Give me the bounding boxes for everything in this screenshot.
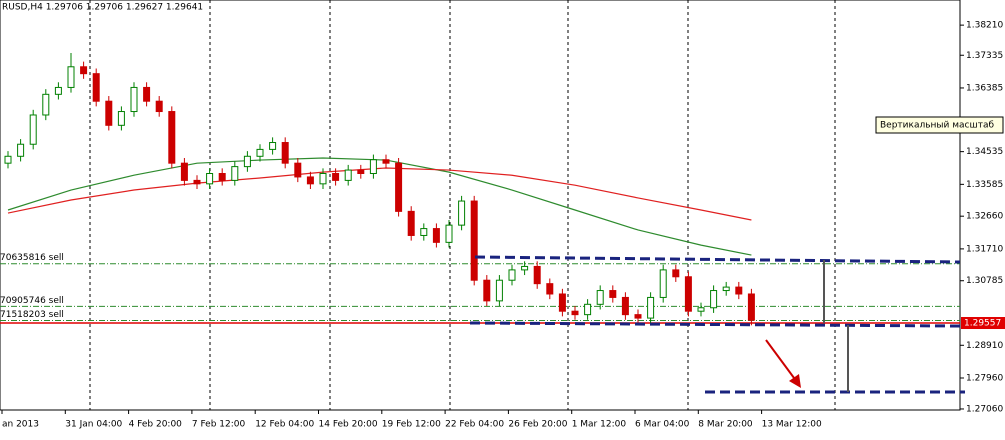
candle-body — [218, 173, 226, 181]
plot-frame — [0, 0, 961, 411]
candle-body — [80, 66, 88, 75]
candle-body — [571, 310, 579, 316]
candle-body — [155, 100, 163, 113]
y-tick-label: 1.31710 — [966, 244, 1003, 254]
candle-body — [458, 200, 466, 226]
candle-body — [42, 93, 50, 116]
y-tick-label: 1.34535 — [966, 147, 1003, 157]
data-layer: 70635816 sell 70905746 sell 71518203 sell — [0, 53, 960, 326]
current-price-box — [961, 317, 1005, 330]
candle-body — [609, 290, 617, 298]
candle-body — [445, 224, 453, 243]
candle-body — [508, 269, 516, 281]
candle-body — [735, 286, 743, 295]
y-tick-label: 1.38210 — [966, 21, 1003, 31]
candle-body — [180, 162, 188, 181]
candle-body — [105, 100, 113, 126]
candle-body — [407, 210, 415, 236]
candle-body — [29, 114, 37, 145]
candle-body — [306, 176, 314, 185]
candle-body — [193, 179, 201, 185]
candle-body — [143, 86, 151, 102]
candle-body — [521, 265, 529, 271]
candle-body — [684, 276, 692, 312]
candle-body — [747, 293, 755, 321]
candle-body — [17, 143, 25, 157]
candle-body — [92, 73, 100, 102]
candle-body — [395, 162, 403, 212]
y-tick-label: 1.27060 — [966, 404, 1003, 414]
x-tick-label: 31 Jan 04:00 — [65, 420, 122, 430]
candle-body — [269, 142, 277, 150]
x-tick-label: 12 Feb 04:00 — [255, 420, 314, 430]
candle-body — [495, 279, 503, 302]
x-tick-label: 8 Mar 20:00 — [698, 420, 753, 430]
candle-body — [294, 162, 302, 178]
period-separators — [89, 0, 836, 410]
y-tick-label: 1.33585 — [966, 180, 1003, 190]
candle-body — [168, 111, 176, 164]
candle-body — [621, 296, 629, 316]
candle-body — [130, 86, 138, 113]
candle-body — [584, 303, 592, 316]
x-tick-label: 13 Mar 12:00 — [762, 420, 822, 430]
candle-body — [4, 155, 12, 164]
y-tick-label: 1.32660 — [966, 212, 1003, 222]
candle-body — [206, 173, 214, 185]
x-tick-label: 26 Feb 20:00 — [508, 420, 567, 430]
y-tick-label: 1.30785 — [966, 276, 1003, 286]
candle-body — [722, 286, 730, 292]
x-tick-label: 7 Feb 12:00 — [192, 420, 246, 430]
y-tick-label: 1.37335 — [966, 51, 1003, 61]
order-label: 71518203 sell — [0, 310, 64, 320]
candle-body — [420, 228, 428, 236]
candle-body — [332, 173, 340, 181]
symbol-title: RUSD,H4 1.29706 1.29706 1.29627 1.29641 — [2, 3, 203, 13]
tooltip-box — [875, 116, 1004, 134]
candle-body — [344, 169, 352, 181]
candle-body — [483, 279, 491, 302]
y-tick-label: 1.28910 — [966, 341, 1003, 351]
x-tick-label: 4 Feb 20:00 — [129, 420, 183, 430]
y-tick-label: 1.27960 — [966, 373, 1003, 383]
candle-body — [546, 283, 554, 295]
order-label: 70635816 sell — [0, 253, 64, 263]
candle-body — [672, 269, 680, 278]
current-price-label: 1.29557 — [964, 319, 1001, 329]
x-tick-label: 22 Feb 04:00 — [445, 420, 504, 430]
x-tick-label: an 2013 — [2, 420, 39, 430]
x-tick-label: 19 Feb 12:00 — [382, 420, 441, 430]
candle-body — [533, 265, 541, 285]
candle-body — [117, 111, 125, 126]
candle-body — [596, 290, 604, 305]
candle-body — [470, 200, 478, 281]
candle-body — [697, 307, 705, 312]
candle-body — [647, 296, 655, 319]
candle-body — [231, 166, 239, 181]
candle-body — [67, 66, 75, 88]
candle-body — [243, 155, 251, 168]
candle-body — [281, 142, 289, 164]
candle-body — [256, 148, 264, 157]
candle-body — [558, 293, 566, 312]
candle-body — [357, 169, 365, 175]
candle-body — [54, 86, 62, 95]
candle-body — [319, 173, 327, 185]
y-tick-label: 1.36385 — [966, 83, 1003, 93]
candle-body — [432, 228, 440, 243]
candle-body — [382, 159, 390, 164]
candle-body — [659, 269, 667, 298]
candle-body — [710, 290, 718, 309]
annotations — [469, 255, 965, 394]
order-label: 70905746 sell — [0, 296, 64, 306]
x-tick-label: 14 Feb 20:00 — [319, 420, 378, 430]
x-tick-label: 6 Mar 04:00 — [635, 420, 690, 430]
candle-body — [634, 314, 642, 319]
candle-body — [369, 159, 377, 175]
tooltip: Вертикальный масштаб — [880, 121, 994, 131]
x-tick-label: 1 Mar 12:00 — [572, 420, 627, 430]
